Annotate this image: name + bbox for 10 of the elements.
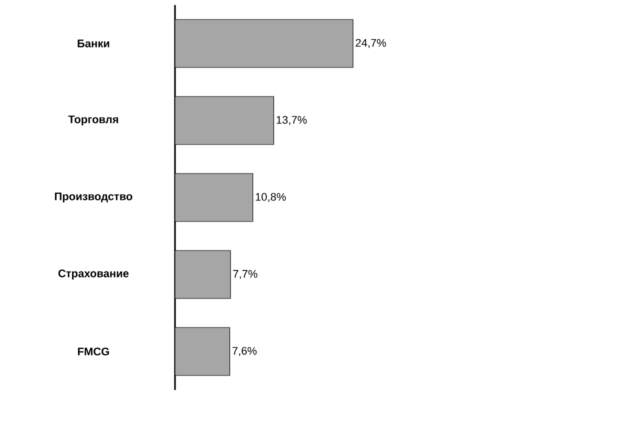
y-tick-label: Страхование [58,270,129,280]
y-tick-label: FMCG [78,348,109,356]
data-label: 7,7% [233,270,258,280]
y-tick-label: Торговля [68,116,118,126]
data-label: 13,7% [276,116,307,126]
data-label: 7,6% [232,346,257,356]
y-tick-label: Банки [78,40,110,48]
data-label: 24,7% [356,38,386,48]
data-label: 10,8% [256,192,286,202]
y-tick-label: Производство [54,192,132,202]
